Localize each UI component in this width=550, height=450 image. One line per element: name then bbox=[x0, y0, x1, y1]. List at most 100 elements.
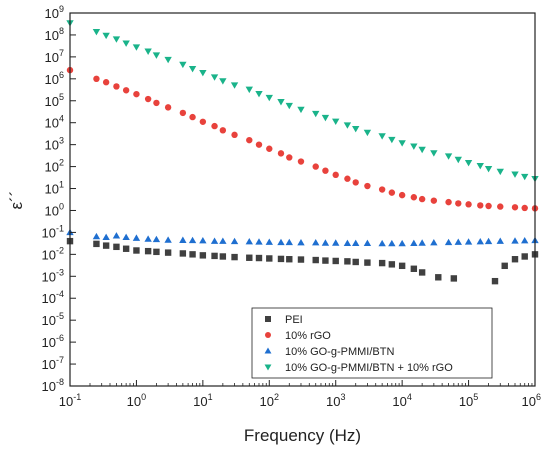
data-point bbox=[476, 162, 484, 170]
data-point bbox=[265, 94, 273, 102]
data-point bbox=[344, 175, 351, 182]
y-tick-label: 108 bbox=[45, 26, 64, 43]
data-point bbox=[153, 99, 160, 107]
data-point bbox=[430, 239, 438, 246]
data-point bbox=[321, 239, 330, 246]
data-point bbox=[521, 204, 528, 212]
data-point bbox=[219, 127, 227, 134]
data-point bbox=[363, 239, 372, 246]
data-point bbox=[297, 256, 305, 263]
data-point bbox=[352, 126, 360, 133]
data-point bbox=[454, 156, 462, 164]
data-point bbox=[102, 79, 110, 86]
data-point bbox=[93, 75, 100, 83]
data-point bbox=[164, 104, 172, 111]
legend-item: 10% GO-g-PMMI/BTN + 10% rGO bbox=[264, 362, 453, 374]
data-point bbox=[312, 110, 320, 118]
data-point bbox=[496, 168, 504, 176]
data-point bbox=[511, 171, 519, 178]
data-point bbox=[93, 240, 100, 248]
data-point bbox=[364, 259, 371, 266]
legend-marker bbox=[264, 364, 272, 371]
data-point bbox=[92, 232, 101, 240]
data-point bbox=[144, 48, 152, 55]
data-point bbox=[122, 245, 130, 252]
data-point bbox=[455, 200, 462, 207]
data-point bbox=[352, 258, 359, 266]
data-point bbox=[102, 233, 110, 240]
data-point bbox=[179, 250, 187, 257]
data-point bbox=[144, 235, 152, 242]
data-point bbox=[113, 243, 120, 251]
data-point bbox=[112, 36, 121, 43]
y-tick-label: 100 bbox=[45, 201, 64, 218]
data-point bbox=[501, 262, 508, 270]
data-point bbox=[199, 252, 207, 259]
data-point bbox=[321, 114, 330, 122]
data-point bbox=[112, 232, 121, 239]
data-point bbox=[521, 253, 528, 260]
data-point bbox=[521, 236, 529, 244]
data-point bbox=[484, 237, 493, 245]
data-point bbox=[363, 129, 372, 137]
data-point bbox=[477, 202, 484, 209]
y-tick-label: 10-8 bbox=[42, 377, 64, 394]
data-point bbox=[245, 86, 253, 94]
data-point bbox=[144, 247, 152, 255]
y-tick-label: 107 bbox=[45, 48, 64, 65]
legend-marker bbox=[265, 316, 271, 322]
data-point bbox=[418, 195, 426, 203]
data-point bbox=[188, 236, 197, 244]
legend-box bbox=[251, 307, 493, 379]
data-point bbox=[133, 90, 140, 98]
x-tick-label: 102 bbox=[260, 392, 279, 409]
y-tick-label: 10-7 bbox=[42, 355, 64, 372]
data-point bbox=[484, 165, 493, 173]
data-point bbox=[465, 201, 472, 208]
data-point bbox=[285, 102, 293, 110]
y-tick-label: 10-2 bbox=[42, 245, 64, 262]
data-point bbox=[364, 182, 371, 190]
data-point bbox=[246, 136, 253, 144]
data-point bbox=[444, 238, 453, 246]
data-point bbox=[219, 78, 227, 85]
plot-frame bbox=[69, 12, 536, 387]
data-point bbox=[211, 122, 218, 130]
x-tick-label: 106 bbox=[522, 392, 541, 409]
data-point bbox=[521, 173, 529, 181]
y-tick-label: 106 bbox=[45, 70, 64, 87]
data-point bbox=[92, 29, 101, 36]
data-point bbox=[164, 249, 172, 256]
y-tick-label: 10-3 bbox=[42, 267, 64, 284]
data-point bbox=[398, 140, 406, 147]
data-point bbox=[476, 237, 484, 245]
data-point bbox=[312, 163, 319, 170]
axis-ticks: 10-1 100 101 102 103 104 105 106 10-8 10-7 10-6 10-… bbox=[42, 4, 541, 409]
legend-label: 10% GO-g-PMMI/BTN bbox=[285, 346, 394, 358]
data-point bbox=[179, 61, 187, 69]
data-point bbox=[418, 269, 426, 276]
x-tick-label: 10-1 bbox=[59, 392, 81, 409]
x-tick-label: 100 bbox=[127, 392, 146, 409]
data-point bbox=[199, 236, 207, 244]
data-point bbox=[255, 254, 263, 262]
data-point bbox=[297, 106, 305, 114]
legend-label: 10% GO-g-PMMI/BTN + 10% rGO bbox=[285, 362, 453, 374]
data-point bbox=[332, 257, 339, 265]
x-tick-label: 101 bbox=[193, 392, 212, 409]
data-point bbox=[378, 259, 386, 267]
data-point bbox=[153, 248, 160, 256]
data-marks bbox=[66, 20, 539, 285]
series-2 bbox=[66, 66, 539, 212]
y-tick-label: 10-6 bbox=[42, 333, 64, 350]
data-point bbox=[485, 202, 492, 210]
data-point bbox=[164, 236, 172, 243]
data-point bbox=[164, 56, 172, 64]
data-point bbox=[332, 239, 340, 246]
y-tick-label: 105 bbox=[45, 92, 64, 109]
data-point bbox=[444, 153, 453, 160]
legend: PEI 10% rGO 10% GO-g-PMMI/BTN 10% GO-g-PMMI… bbox=[251, 307, 493, 379]
data-point bbox=[388, 261, 396, 268]
data-point bbox=[388, 189, 396, 196]
